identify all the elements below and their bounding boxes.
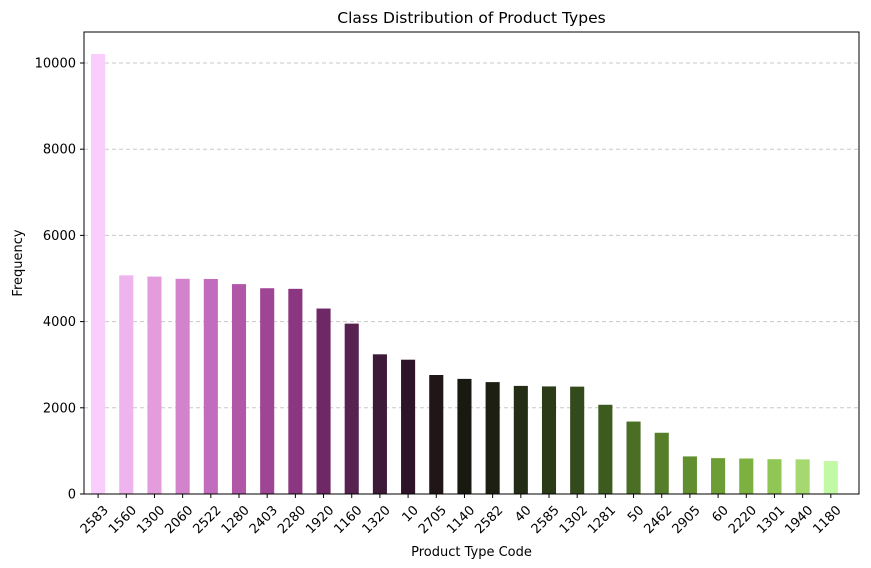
- bar-2583: [91, 53, 106, 494]
- bar-2522: [203, 278, 218, 494]
- bar-1940: [795, 459, 810, 494]
- bar-1302: [570, 386, 585, 494]
- x-axis-ticks: 2583156013002060252212802403228019201160…: [78, 494, 845, 537]
- bar-2705: [429, 374, 444, 494]
- plot-frame: [83, 31, 860, 495]
- y-tick-label-4000: 4000: [43, 315, 76, 330]
- x-tick-label-2060: 2060: [162, 503, 196, 537]
- y-tick-label-6000: 6000: [43, 229, 76, 244]
- bar-2905: [682, 456, 697, 494]
- x-tick-label-2705: 2705: [416, 503, 450, 537]
- bar-40: [513, 385, 528, 494]
- bar-1140: [457, 378, 472, 494]
- x-tick-label-1301: 1301: [754, 503, 788, 537]
- x-tick-label-1320: 1320: [360, 503, 394, 537]
- bar-50: [626, 421, 641, 494]
- bar-2582: [485, 382, 500, 494]
- bar-1920: [316, 308, 331, 494]
- x-tick-label-2905: 2905: [670, 503, 704, 537]
- x-tick-label-2522: 2522: [191, 503, 225, 537]
- x-tick-label-2220: 2220: [726, 503, 760, 537]
- bar-2403: [260, 288, 275, 494]
- bar-1280: [231, 284, 247, 494]
- bar-1301: [767, 459, 782, 494]
- x-tick-label-50: 50: [625, 503, 647, 525]
- x-tick-label-1281: 1281: [585, 503, 619, 537]
- x-tick-label-2403: 2403: [247, 503, 281, 537]
- bar-1281: [598, 404, 613, 494]
- y-axis-label: Frequency: [11, 229, 26, 296]
- x-tick-label-2462: 2462: [641, 503, 675, 537]
- bar-2462: [654, 432, 669, 494]
- x-tick-label-1300: 1300: [134, 503, 168, 537]
- bar-2585: [541, 386, 557, 494]
- x-tick-label-2582: 2582: [472, 503, 506, 537]
- y-tick-label-2000: 2000: [43, 401, 76, 416]
- bar-60: [711, 458, 726, 494]
- x-tick-label-1940: 1940: [782, 503, 816, 537]
- bar-1180: [823, 461, 838, 494]
- grid-lines: [84, 62, 859, 409]
- bar-2280: [288, 288, 303, 494]
- bar-1300: [147, 276, 162, 494]
- chart-title: Class Distribution of Product Types: [337, 9, 605, 27]
- bar-2220: [739, 458, 754, 494]
- x-tick-label-60: 60: [710, 503, 732, 525]
- y-tick-label-0: 0: [68, 488, 76, 503]
- x-tick-label-40: 40: [512, 503, 534, 525]
- x-tick-label-2583: 2583: [78, 503, 112, 537]
- x-axis-label: Product Type Code: [411, 545, 532, 560]
- y-tick-label-8000: 8000: [43, 143, 76, 158]
- y-tick-label-10000: 10000: [35, 56, 76, 71]
- bar-2060: [175, 278, 190, 494]
- x-tick-label-1140: 1140: [444, 503, 478, 537]
- y-axis-ticks: 0 2000 4000 6000 8000 10000: [35, 56, 84, 503]
- bar-1160: [344, 323, 359, 494]
- x-tick-label-1160: 1160: [331, 503, 365, 537]
- x-tick-label-10: 10: [400, 503, 422, 525]
- x-tick-label-1920: 1920: [303, 503, 337, 537]
- x-tick-label-2280: 2280: [275, 503, 309, 537]
- x-tick-label-1180: 1180: [811, 503, 845, 537]
- x-tick-label-1302: 1302: [557, 503, 591, 537]
- x-tick-label-2585: 2585: [529, 503, 563, 537]
- bar-10: [401, 359, 416, 494]
- bar-1560: [119, 275, 134, 494]
- bar-1320: [372, 354, 387, 494]
- bars: [91, 53, 838, 494]
- x-tick-label-1280: 1280: [219, 503, 253, 537]
- x-tick-label-1560: 1560: [106, 503, 140, 537]
